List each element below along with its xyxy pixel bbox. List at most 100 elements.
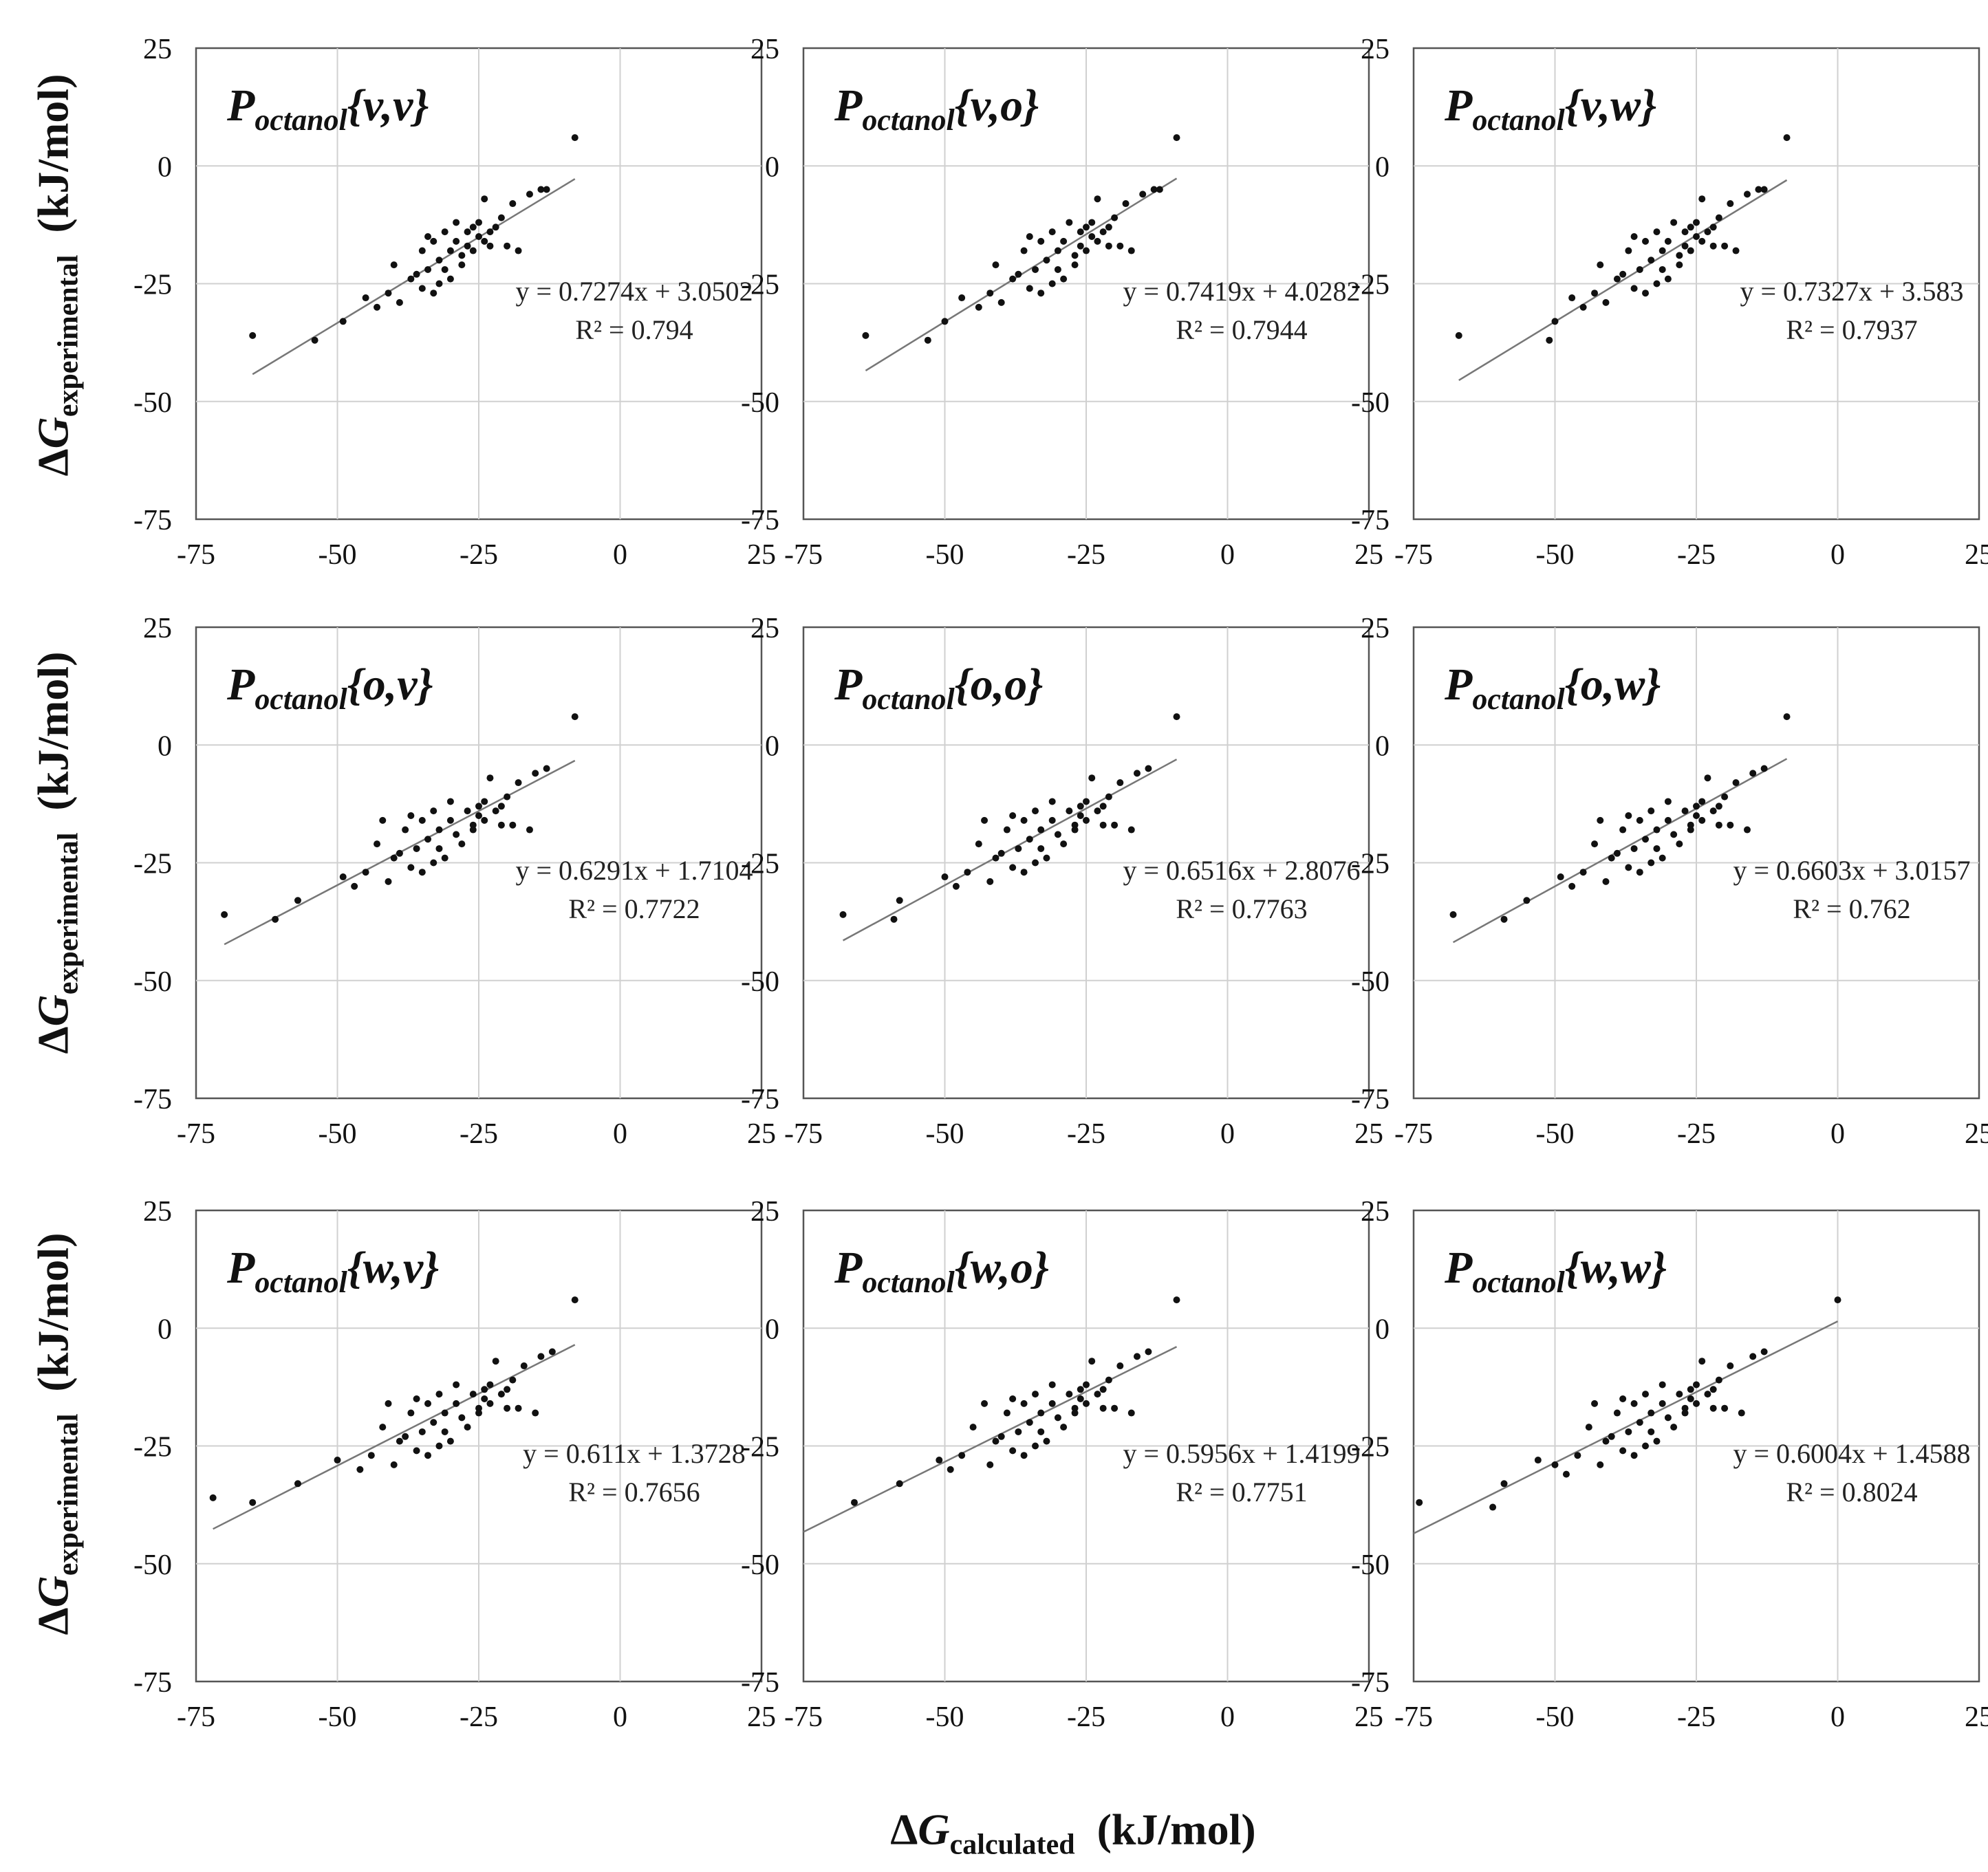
- trendline: [252, 178, 576, 376]
- x-tick-label: 0: [613, 1118, 627, 1150]
- data-point: [374, 303, 381, 311]
- data-point: [1083, 224, 1090, 231]
- data-point: [850, 1499, 858, 1506]
- y-tick-label: -75: [133, 1084, 172, 1115]
- y-tick-label: 25: [1361, 613, 1390, 644]
- data-point: [997, 298, 1005, 306]
- chart-panel-2: -75 -50 -25 0 25 25 0 -25 -50 -75 Poctanol{v,o} y =…: [741, 34, 1383, 571]
- y-tick-label: -50: [133, 1549, 172, 1581]
- data-point: [1032, 807, 1039, 815]
- data-point: [1681, 242, 1689, 250]
- data-point: [402, 826, 409, 834]
- data-point: [1534, 1457, 1542, 1464]
- data-point: [1060, 237, 1068, 245]
- data-point: [992, 261, 1000, 269]
- data-point: [1077, 1386, 1084, 1393]
- data-point: [1698, 237, 1706, 245]
- data-point: [1523, 897, 1531, 904]
- data-point: [1755, 186, 1762, 193]
- data-point: [486, 1400, 494, 1407]
- chart-panel-6: -75 -50 -25 0 25 25 0 -25 -50 -75 Poctanol{o,w} y =…: [1351, 613, 1988, 1150]
- data-point: [1613, 1409, 1621, 1417]
- data-point: [571, 1296, 579, 1304]
- y-tick-label: -25: [133, 1432, 172, 1463]
- r-squared-value: R² = 0.7656: [568, 1477, 700, 1508]
- x-tick-label: -75: [784, 1118, 823, 1150]
- data-point: [571, 713, 579, 721]
- y-tick-label: 25: [750, 34, 779, 65]
- data-point: [571, 134, 579, 142]
- y-tick-label: 0: [1375, 1314, 1390, 1345]
- data-point: [515, 779, 522, 787]
- data-point: [941, 318, 949, 325]
- data-point: [1727, 821, 1734, 829]
- x-tick-label: 25: [1965, 1701, 1988, 1733]
- data-point: [469, 821, 477, 829]
- data-point: [1009, 275, 1017, 283]
- y-tick-label: -50: [133, 387, 172, 419]
- data-point: [1066, 807, 1073, 815]
- data-point: [435, 845, 443, 852]
- data-point: [1060, 840, 1068, 848]
- data-point: [390, 1461, 398, 1468]
- trendline-equation: y = 0.6516x + 2.8076: [1123, 855, 1360, 886]
- data-point: [1048, 1381, 1056, 1389]
- data-point: [1681, 807, 1689, 815]
- data-point: [1048, 816, 1056, 824]
- data-point: [1687, 247, 1694, 254]
- data-point: [430, 237, 437, 245]
- data-point: [453, 1400, 460, 1407]
- y-tick-label: 25: [143, 1196, 172, 1228]
- data-point: [1156, 186, 1163, 193]
- data-point: [1020, 869, 1028, 876]
- data-point: [418, 247, 426, 254]
- data-point: [424, 1400, 432, 1407]
- x-tick-label: -50: [1536, 539, 1575, 571]
- data-point: [464, 228, 471, 236]
- y-tick-label: 0: [158, 1314, 172, 1345]
- data-point: [497, 803, 505, 810]
- data-point: [1077, 803, 1084, 810]
- data-point: [424, 265, 432, 273]
- x-tick-label: -25: [1677, 539, 1716, 571]
- y-tick-label: -25: [741, 849, 779, 880]
- data-point: [1721, 242, 1729, 250]
- data-point: [992, 854, 1000, 862]
- data-point: [1704, 228, 1711, 236]
- data-point: [543, 765, 550, 772]
- data-point: [1557, 873, 1564, 881]
- data-point: [458, 261, 466, 269]
- y-tick-label: -75: [741, 1667, 779, 1699]
- chart-panel-5: -75 -50 -25 0 25 25 0 -25 -50 -75 Poctanol{o,o} y =…: [741, 613, 1383, 1150]
- data-point: [1687, 821, 1694, 829]
- data-point: [441, 1409, 449, 1417]
- y-tick-label: -50: [741, 1549, 779, 1581]
- data-point: [941, 873, 949, 881]
- data-point: [1037, 1409, 1045, 1417]
- data-point: [1094, 807, 1101, 815]
- data-point: [1625, 812, 1632, 819]
- data-point: [1032, 1442, 1039, 1450]
- data-point: [1698, 1358, 1706, 1365]
- data-point: [1760, 765, 1768, 772]
- data-point: [1173, 1296, 1180, 1304]
- r-squared-value: R² = 0.7937: [1786, 314, 1917, 345]
- data-point: [1133, 1353, 1141, 1360]
- data-point: [1551, 318, 1559, 325]
- data-point: [418, 285, 426, 292]
- y-tick-label: 25: [143, 613, 172, 644]
- data-point: [1659, 265, 1666, 273]
- data-point: [1020, 1452, 1028, 1459]
- data-point: [1088, 219, 1096, 226]
- x-tick-label: -25: [460, 1701, 498, 1733]
- data-point: [1630, 285, 1638, 292]
- data-point: [441, 265, 449, 273]
- data-point: [430, 290, 437, 297]
- x-tick-label: -75: [784, 1701, 823, 1733]
- data-point: [435, 826, 443, 834]
- data-point: [1105, 1376, 1112, 1384]
- data-point: [475, 1404, 482, 1412]
- data-point: [1009, 812, 1017, 819]
- data-point: [504, 1404, 511, 1412]
- y-tick-label: -50: [741, 387, 779, 419]
